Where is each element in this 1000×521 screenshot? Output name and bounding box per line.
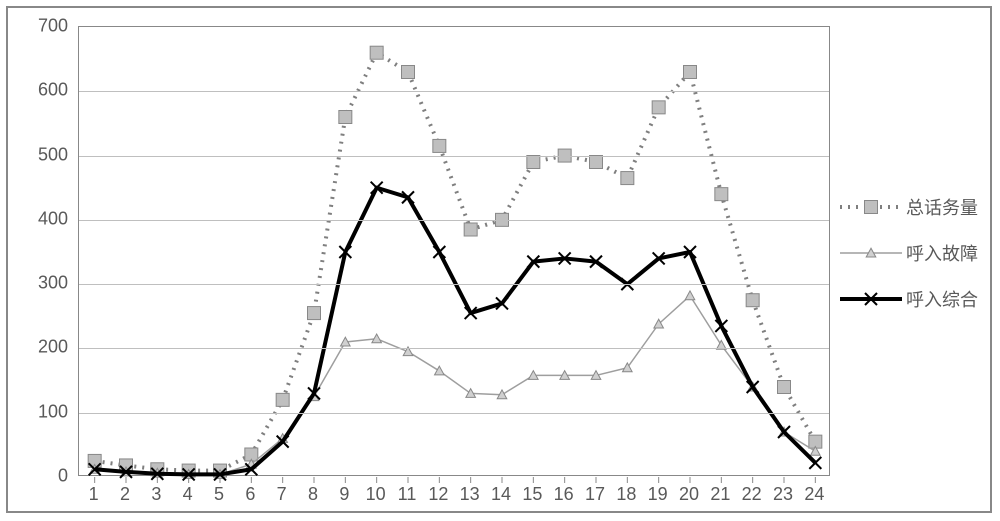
y-tick-label: 100 — [8, 401, 68, 422]
gridline — [79, 220, 829, 221]
chart-frame: 0100200300400500600700 12345678910111213… — [6, 6, 992, 513]
x-tick-label: 7 — [277, 484, 287, 505]
plot-svg — [79, 27, 831, 477]
legend-item-comp: 呼入综合 — [840, 290, 978, 308]
x-tick-label: 19 — [648, 484, 668, 505]
x-tick-label: 22 — [742, 484, 762, 505]
x-tick-label: 14 — [491, 484, 511, 505]
x-tick-label: 12 — [428, 484, 448, 505]
x-tick-label: 13 — [460, 484, 480, 505]
legend-item-fault: 呼入故障 — [840, 244, 978, 262]
x-tick-label: 20 — [679, 484, 699, 505]
x-tick-label: 4 — [183, 484, 193, 505]
y-tick-label: 500 — [8, 144, 68, 165]
y-tick-label: 200 — [8, 337, 68, 358]
x-tick-label: 8 — [308, 484, 318, 505]
x-tick-label: 21 — [710, 484, 730, 505]
x-tick-label: 3 — [151, 484, 161, 505]
x-tick-label: 24 — [804, 484, 824, 505]
gridline — [79, 348, 829, 349]
x-tick-label: 2 — [120, 484, 130, 505]
x-tick-label: 11 — [398, 484, 417, 505]
x-tick-label: 5 — [214, 484, 224, 505]
legend-swatch — [840, 198, 902, 216]
series-fault — [90, 291, 820, 479]
gridline — [79, 413, 829, 414]
series-comp — [89, 182, 822, 481]
plot-area — [78, 26, 830, 476]
legend-swatch — [840, 244, 902, 262]
legend-swatch — [840, 290, 902, 308]
legend-label: 总话务量 — [906, 194, 978, 220]
x-tick-label: 10 — [366, 484, 386, 505]
x-tick-label: 16 — [554, 484, 574, 505]
x-tick-label: 17 — [585, 484, 605, 505]
y-tick-label: 400 — [8, 208, 68, 229]
gridline — [79, 156, 829, 157]
legend-label: 呼入综合 — [906, 286, 978, 312]
x-tick-label: 23 — [773, 484, 793, 505]
x-tick-label: 18 — [616, 484, 636, 505]
x-tick-label: 15 — [522, 484, 542, 505]
x-tick-label: 9 — [339, 484, 349, 505]
y-tick-label: 600 — [8, 80, 68, 101]
y-tick-label: 0 — [8, 466, 68, 487]
legend-label: 呼入故障 — [906, 240, 978, 266]
gridline — [79, 284, 829, 285]
y-tick-label: 700 — [8, 16, 68, 37]
x-tick-label: 6 — [245, 484, 255, 505]
legend-item-total: 总话务量 — [840, 198, 978, 216]
y-tick-label: 300 — [8, 273, 68, 294]
x-tick-label: 1 — [89, 484, 99, 505]
gridline — [79, 91, 829, 92]
legend: 总话务量呼入故障呼入综合 — [840, 198, 978, 336]
